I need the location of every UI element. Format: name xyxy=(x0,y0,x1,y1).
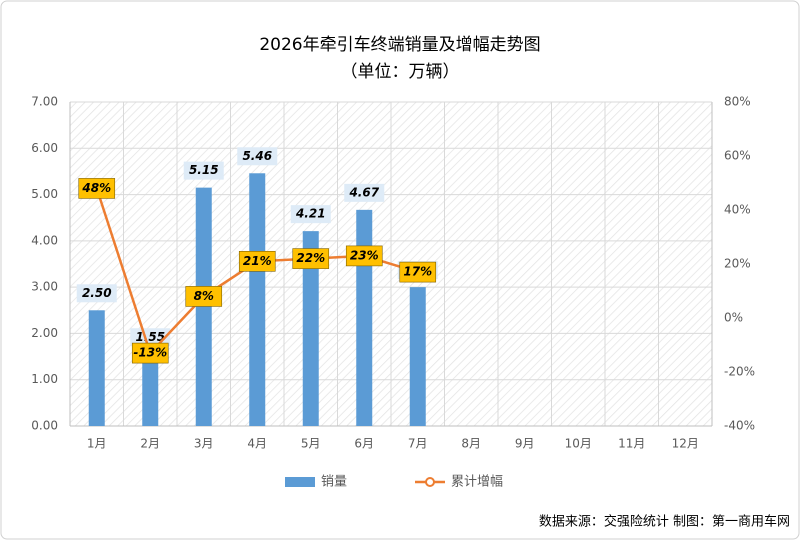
bar-label: 4.21 xyxy=(295,207,326,221)
line-label-bg xyxy=(345,245,383,267)
y-tick-label: 1.00 xyxy=(31,372,58,386)
chart-title: 2026年牵引车终端销量及增幅走势图 xyxy=(259,35,540,55)
bar xyxy=(142,354,159,426)
bar-label-bg xyxy=(344,183,385,202)
line-label: 8% xyxy=(194,289,214,303)
bar-label-bg xyxy=(183,161,224,180)
bar-label-bg xyxy=(76,284,117,303)
line-label: 17% xyxy=(403,265,432,279)
line-label: 23% xyxy=(350,248,379,262)
line-label: 48% xyxy=(81,181,111,195)
bar xyxy=(249,173,266,426)
chart-subtitle: （单位：万辆） xyxy=(341,62,460,82)
line-label: -13% xyxy=(133,346,167,360)
x-tick-label: 4月 xyxy=(247,437,267,451)
y-tick-label: 5.00 xyxy=(31,187,58,201)
x-tick-label: 8月 xyxy=(461,437,481,451)
bar xyxy=(302,231,319,426)
y2-tick-label: 60% xyxy=(724,149,751,163)
y-tick-label: 3.00 xyxy=(31,280,58,294)
line-label-bg xyxy=(292,248,330,269)
x-tick-label: 3月 xyxy=(194,437,214,451)
x-tick-label: 7月 xyxy=(408,437,428,451)
y2-tick-label: -20% xyxy=(724,365,755,379)
bar xyxy=(195,187,212,426)
x-tick-label: 2月 xyxy=(140,437,160,451)
y-tick-label: 0.00 xyxy=(31,419,58,433)
bar-label: 4.67 xyxy=(348,185,379,199)
legend-label: 销量 xyxy=(321,475,347,490)
line-label-bg xyxy=(131,342,169,364)
legend-label: 累计增幅 xyxy=(451,475,503,490)
bar-label: 2.50 xyxy=(82,286,112,300)
y-tick-label: 6.00 xyxy=(31,141,58,155)
bar-label: 5.46 xyxy=(242,149,272,163)
x-tick-label: 10月 xyxy=(565,437,592,451)
line-label-bg xyxy=(185,286,223,307)
bar-label: 5.15 xyxy=(189,163,219,177)
bar xyxy=(409,287,426,426)
y-tick-label: 2.00 xyxy=(31,326,58,340)
legend-swatch xyxy=(285,477,315,487)
line-label-bg xyxy=(78,178,116,199)
y2-tick-label: -40% xyxy=(724,419,755,433)
bar xyxy=(356,209,373,426)
y-tick-label: 4.00 xyxy=(31,233,58,247)
line-label-bg xyxy=(238,251,276,272)
x-tick-label: 6月 xyxy=(354,437,374,451)
x-tick-label: 9月 xyxy=(515,437,535,451)
bar-label-bg xyxy=(237,147,278,166)
source-note: 数据来源：交强险统计 制图：第一商用车网 xyxy=(539,514,790,530)
line-label: 21% xyxy=(243,254,272,268)
bar-label-bg xyxy=(290,205,331,224)
y-tick-label: 7.00 xyxy=(31,95,58,109)
line-label-bg xyxy=(399,261,437,283)
y2-tick-label: 80% xyxy=(724,95,751,109)
y2-tick-label: 20% xyxy=(724,257,751,271)
x-tick-label: 1月 xyxy=(87,437,107,451)
line-label: 22% xyxy=(296,251,325,265)
x-tick-label: 11月 xyxy=(618,437,645,451)
x-tick-label: 12月 xyxy=(672,437,699,451)
legend-marker xyxy=(425,477,435,487)
bar xyxy=(88,310,105,426)
y2-tick-label: 40% xyxy=(724,203,751,217)
y2-tick-label: 0% xyxy=(724,311,743,325)
x-tick-label: 5月 xyxy=(301,437,321,451)
